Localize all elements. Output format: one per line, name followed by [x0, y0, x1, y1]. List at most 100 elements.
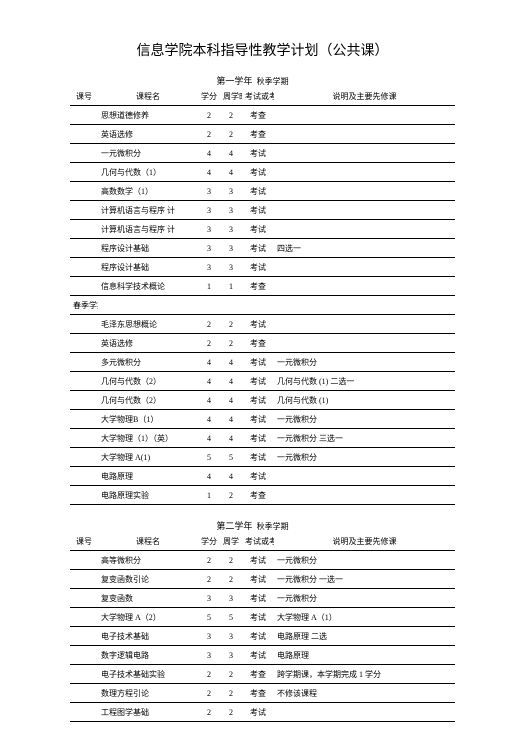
cell-ks: 考试 [242, 703, 274, 722]
cell-note: 四选一 [274, 239, 455, 258]
cell-kh [70, 239, 98, 258]
table-row: 计算机语言与程序 计33考试 [70, 220, 455, 239]
table-row: 一元微积分44考试 [70, 144, 455, 163]
cell-zxs: 3 [220, 258, 242, 277]
cell-kh [70, 372, 98, 391]
cell-zxs: 3 [220, 589, 242, 608]
cell-name: 高等微积分 [98, 551, 198, 570]
cell-name: 程序设计基础 [98, 239, 198, 258]
cell-note: 电路原理 二选 [274, 627, 455, 646]
col-name: 课程名 [98, 532, 198, 551]
cell-ks: 考试 [242, 144, 274, 163]
cell-xf: 2 [198, 106, 220, 125]
cell-name: 程序设计基础 [98, 258, 198, 277]
empty-cell [242, 296, 274, 315]
cell-zxs: 3 [220, 201, 242, 220]
table-row: 信息科学技术概论11考查 [70, 277, 455, 296]
cell-zxs: 2 [220, 486, 242, 505]
cell-zxs: 2 [220, 315, 242, 334]
year1-header: 第一学年 秋季学期 [50, 74, 455, 87]
cell-note [274, 277, 455, 296]
empty-cell [274, 296, 455, 315]
table-row: 电子技术基础33考试电路原理 二选 [70, 627, 455, 646]
cell-name: 大学物理 A（2） [98, 608, 198, 627]
cell-zxs: 4 [220, 144, 242, 163]
cell-ks: 考试 [242, 429, 274, 448]
cell-name: 计算机语言与程序 计 [98, 220, 198, 239]
cell-xf: 3 [198, 182, 220, 201]
cell-xf: 3 [198, 589, 220, 608]
cell-ks: 考试 [242, 239, 274, 258]
cell-zxs: 3 [220, 220, 242, 239]
cell-xf: 4 [198, 410, 220, 429]
table-header-row: 课号 课程名 学分 周学时 考试或考查 说明及主要先修课 [70, 87, 455, 106]
cell-xf: 3 [198, 627, 220, 646]
document-page: 信息学院本科指导性教学计划（公共课） 第一学年 秋季学期 课号 课程名 学分 周… [0, 0, 505, 742]
cell-name: 信息科学技术概论 [98, 277, 198, 296]
cell-name: 电子技术基础 [98, 627, 198, 646]
cell-zxs: 5 [220, 608, 242, 627]
cell-note [274, 220, 455, 239]
col-ks: 考试或考查 [242, 87, 274, 106]
cell-zxs: 2 [220, 334, 242, 353]
cell-ks: 考试 [242, 410, 274, 429]
table-row: 大学物理 A（2）55考试大学物理 A（1） [70, 608, 455, 627]
cell-zxs: 4 [220, 391, 242, 410]
cell-ks: 考试 [242, 201, 274, 220]
cell-kh [70, 684, 98, 703]
cell-kh [70, 353, 98, 372]
cell-xf: 3 [198, 201, 220, 220]
table-row: 电路原理44考试 [70, 467, 455, 486]
cell-zxs: 4 [220, 410, 242, 429]
cell-name: 英语选修 [98, 334, 198, 353]
cell-note [274, 201, 455, 220]
cell-ks: 考查 [242, 684, 274, 703]
cell-name: 数字逻辑电路 [98, 646, 198, 665]
cell-ks: 考试 [242, 315, 274, 334]
cell-xf: 4 [198, 353, 220, 372]
table-row: 英语选修22考查 [70, 125, 455, 144]
cell-kh [70, 163, 98, 182]
cell-zxs: 2 [220, 703, 242, 722]
cell-kh [70, 258, 98, 277]
cell-xf: 3 [198, 646, 220, 665]
table-header-row: 课号 课程名 学分 周学 考试或考查 说明及主要先修课 [70, 532, 455, 551]
cell-ks: 考查 [242, 125, 274, 144]
table-row: 多元微积分44考试一元微积分 [70, 353, 455, 372]
table-row: 工程图学基础22考试 [70, 703, 455, 722]
cell-ks: 考查 [242, 106, 274, 125]
cell-note: 一元微积分 [274, 448, 455, 467]
cell-ks: 考试 [242, 608, 274, 627]
cell-kh [70, 315, 98, 334]
cell-note [274, 315, 455, 334]
page-title: 信息学院本科指导性教学计划（公共课） [70, 40, 455, 60]
cell-name: 计算机语言与程序 计 [98, 201, 198, 220]
spring-label-cell: 春季学期 [70, 296, 98, 315]
cell-note: 几何与代数 (1) [274, 391, 455, 410]
cell-note [274, 144, 455, 163]
cell-xf: 2 [198, 315, 220, 334]
year2-table: 课号 课程名 学分 周学 考试或考查 说明及主要先修课 高等微积分22考试一元微… [70, 532, 455, 722]
cell-ks: 考试 [242, 551, 274, 570]
table-row: 几何与代数（2）44考试几何与代数 (1) 二选一 [70, 372, 455, 391]
table-row: 大学物理B（1）44考试一元微积分 [70, 410, 455, 429]
cell-xf: 2 [198, 684, 220, 703]
cell-zxs: 1 [220, 277, 242, 296]
table-row: 几何与代数（2）44考试几何与代数 (1) [70, 391, 455, 410]
cell-zxs: 5 [220, 448, 242, 467]
cell-note [274, 334, 455, 353]
year1-label: 第一学年 [216, 76, 252, 86]
cell-xf: 2 [198, 334, 220, 353]
cell-note [274, 258, 455, 277]
cell-ks: 考试 [242, 372, 274, 391]
cell-note [274, 106, 455, 125]
table-row: 大学物理 A(1)55考试一元微积分 [70, 448, 455, 467]
cell-xf: 3 [198, 220, 220, 239]
table-row: 复变函数33考试一元微积分 [70, 589, 455, 608]
cell-kh [70, 201, 98, 220]
cell-xf: 2 [198, 125, 220, 144]
cell-name: 多元微积分 [98, 353, 198, 372]
table-row: 高数数学（1）33考试 [70, 182, 455, 201]
cell-zxs: 3 [220, 182, 242, 201]
cell-kh [70, 570, 98, 589]
